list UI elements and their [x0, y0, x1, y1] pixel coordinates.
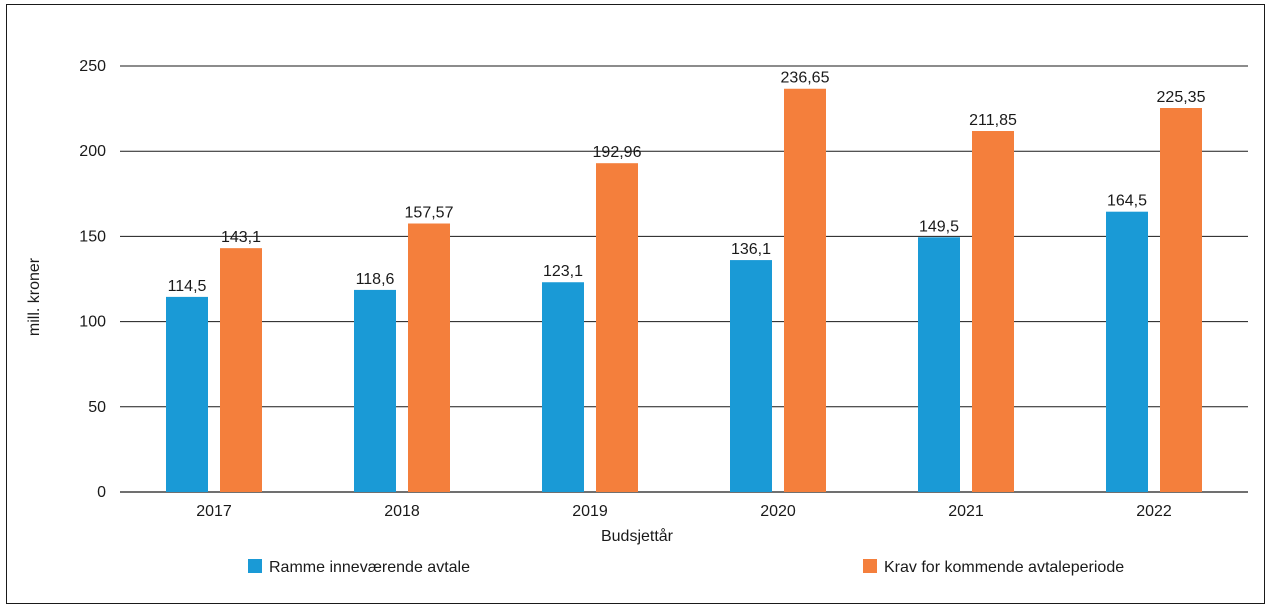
x-tick-label: 2020 [760, 503, 796, 520]
bar-krav-2021 [972, 131, 1014, 492]
data-label: 236,65 [781, 70, 830, 87]
bar-ramme-2017 [166, 296, 208, 492]
bars [166, 88, 1202, 492]
data-label: 143,1 [221, 229, 261, 246]
y-tick-label: 250 [79, 58, 106, 75]
data-label: 114,5 [168, 278, 207, 295]
x-tick-label: 2022 [1136, 503, 1172, 520]
bar-ramme-2020 [730, 260, 772, 492]
x-tick-label: 2021 [948, 503, 984, 520]
data-label: 118,6 [356, 271, 395, 288]
x-tick-label: 2017 [196, 503, 232, 520]
bar-ramme-2022 [1106, 211, 1148, 492]
x-tick-label: 2019 [572, 503, 608, 520]
bar-krav-2022 [1160, 108, 1202, 492]
data-label: 149,5 [919, 218, 959, 235]
y-axis-ticks: 0 50 100 150 200 250 [79, 58, 106, 501]
x-axis-title: Budsjettår [601, 527, 674, 545]
data-label: 192,96 [593, 144, 642, 161]
gridlines [120, 65, 1248, 493]
x-axis-ticks: 2017 2018 2019 2020 2021 2022 [196, 503, 1172, 520]
y-axis-title: mill. kroner [26, 257, 43, 336]
y-tick-label: 200 [79, 143, 106, 160]
bar-ramme-2018 [354, 289, 396, 492]
data-label: 211,85 [969, 112, 1017, 129]
bar-ramme-2021 [918, 237, 960, 492]
data-label: 225,35 [1157, 89, 1206, 106]
y-tick-label: 50 [88, 399, 106, 416]
y-tick-label: 100 [79, 314, 106, 331]
y-tick-label: 150 [79, 228, 106, 245]
data-label: 164,5 [1107, 193, 1147, 210]
bar-krav-2017 [220, 248, 262, 492]
data-label: 123,1 [543, 263, 583, 280]
bar-krav-2018 [408, 223, 450, 492]
legend-swatch-ramme [248, 559, 262, 573]
legend-label-krav: Krav for kommende avtaleperiode [884, 559, 1124, 576]
bar-krav-2019 [596, 163, 638, 492]
bar-ramme-2019 [542, 282, 584, 492]
data-labels: 114,5 143,1 118,6 157,57 123,1 192,96 136,1 236… [168, 70, 1206, 295]
legend: Ramme inneværende avtale Krav for kommen… [248, 559, 1124, 576]
data-label: 157,57 [405, 205, 454, 222]
x-tick-label: 2018 [384, 503, 420, 520]
y-tick-label: 0 [97, 484, 106, 501]
legend-label-ramme: Ramme inneværende avtale [269, 559, 470, 576]
legend-swatch-krav [863, 559, 877, 573]
data-label: 136,1 [731, 241, 771, 258]
bar-krav-2020 [784, 88, 826, 492]
